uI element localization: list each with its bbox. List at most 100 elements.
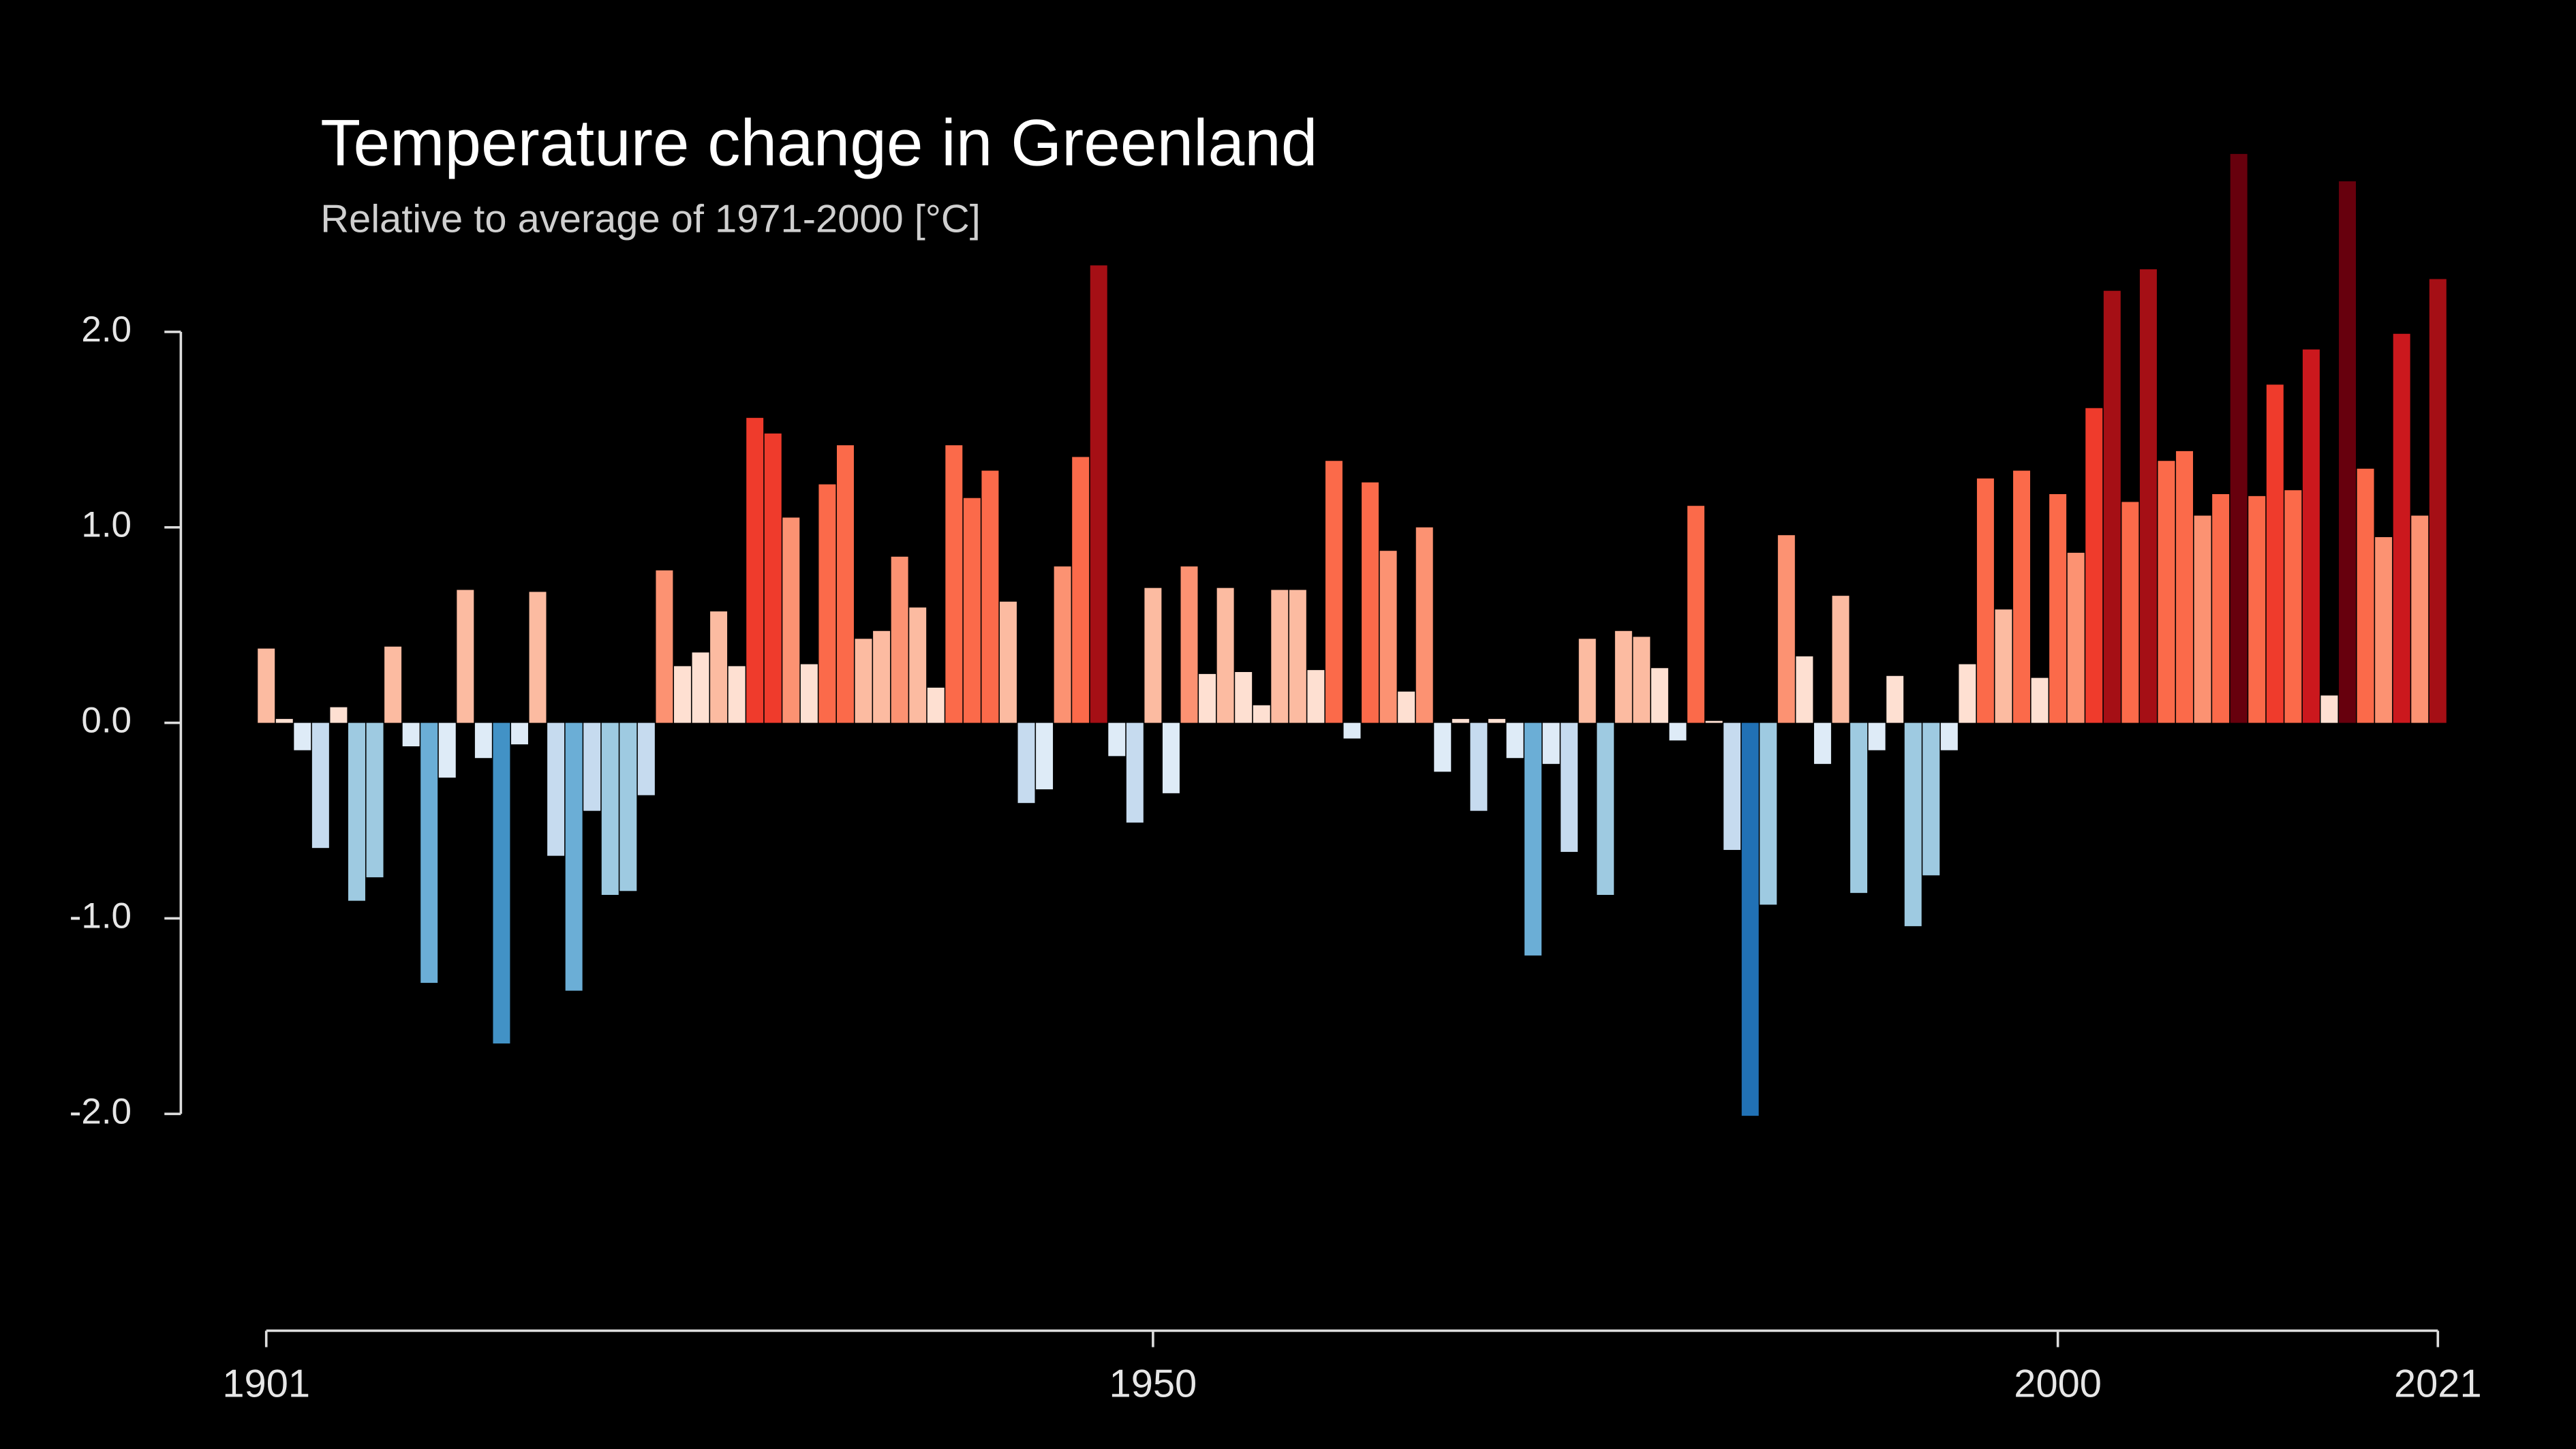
bar [981,470,999,723]
bar [2339,181,2357,723]
bar [1379,551,1397,723]
bar [1362,482,1379,723]
bar [457,590,474,723]
bar [2212,493,2230,723]
bar [1216,588,1234,723]
bar [999,601,1017,723]
y-tick-label: 0.0 [81,701,132,741]
bar [2013,470,2031,723]
bar [891,556,908,723]
x-tick-label: 2000 [2014,1362,2102,1406]
bar [366,722,384,878]
bar [1144,588,1162,723]
bar [275,718,293,723]
bar [1651,668,1668,723]
bar [1669,722,1687,741]
bar [348,722,365,901]
bar [673,666,691,723]
bar [1343,722,1361,739]
bar [836,445,854,723]
bar [1488,718,1505,723]
bar [1470,722,1488,811]
bar [818,484,836,723]
bar [1614,630,1632,723]
bar [1542,722,1560,764]
bar [529,592,547,723]
bar [1633,637,1651,723]
bar [637,722,655,795]
bar [2049,493,2067,723]
bar [438,722,456,778]
bar [1108,722,1126,757]
bar [1415,527,1433,723]
bar [1398,691,1415,723]
bar [1307,670,1325,723]
bar [2139,269,2157,723]
bar [583,722,601,811]
chart-subtitle: Relative to average of 1971-2000 [°C] [320,198,981,241]
bar [2302,349,2320,723]
bar [1976,478,1994,723]
bar [2284,490,2302,723]
bar [2411,515,2429,723]
y-tick-label: 2.0 [81,309,132,350]
x-tick-label: 1901 [222,1362,310,1406]
bar [565,722,583,991]
bar [1832,596,1850,723]
bar [873,630,891,723]
bar [1235,672,1253,723]
bar [1072,457,1090,723]
bar [511,722,528,745]
bar [474,722,492,759]
bar [1760,722,1777,905]
bar [1561,722,1578,852]
bar [800,664,818,723]
bar [1162,722,1180,793]
bar [2085,408,2103,723]
bar [1796,656,1813,723]
bar [384,646,402,723]
y-tick-label: -1.0 [70,896,132,936]
bar [330,707,348,723]
bar [1325,461,1343,723]
y-tick-label: -2.0 [70,1091,132,1131]
bar [728,666,746,723]
bar [2031,677,2049,723]
bar [2393,333,2410,723]
bar [2176,451,2194,723]
bar [1054,566,1071,723]
bar [1687,506,1705,723]
bar [311,722,329,849]
chart-title: Temperature change in Greenland [320,106,1317,179]
bar [1090,265,1107,723]
bar [1180,566,1198,723]
bar [2230,153,2248,723]
bar [1506,722,1524,759]
bar [945,445,963,723]
bar [1777,535,1795,723]
bar [1940,722,1958,750]
bar [1705,720,1723,723]
bar [1253,705,1270,723]
bar [927,687,945,723]
x-tick-label: 2021 [2394,1362,2482,1406]
bar [1452,718,1469,723]
bar [1995,609,2012,723]
bar [2103,290,2121,723]
bar [294,722,311,750]
bar [1813,722,1831,764]
bar [2320,695,2338,723]
bar [2248,495,2266,723]
bar [1578,639,1596,723]
bar [963,498,981,723]
bar [746,418,764,723]
bar [1289,590,1306,723]
bar [2266,384,2284,723]
bar [2429,279,2447,723]
x-tick-label: 1950 [1109,1362,1197,1406]
bar [1434,722,1452,772]
bar [1126,722,1144,823]
y-tick-label: 1.0 [81,505,132,545]
